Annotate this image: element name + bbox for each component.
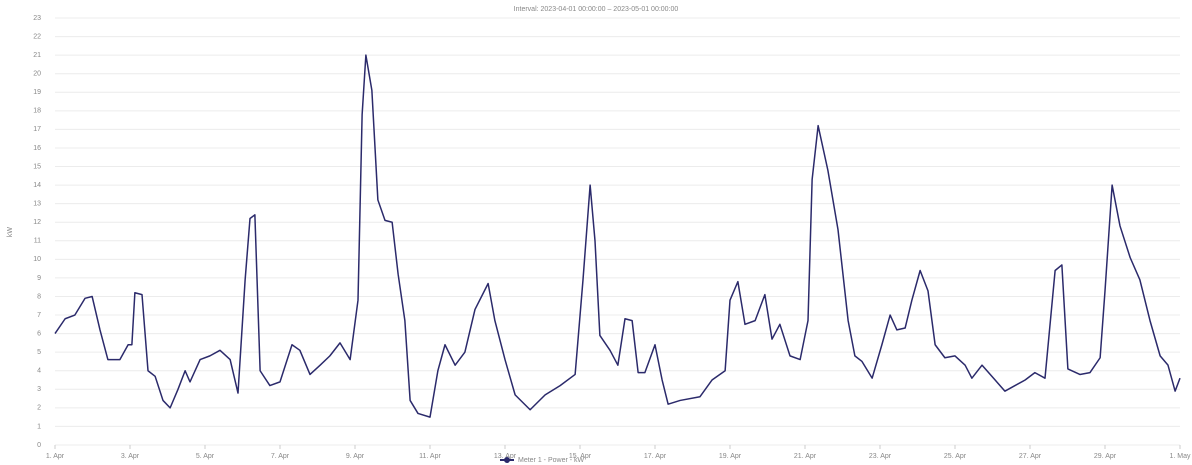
- y-tick-label: 22: [33, 33, 41, 40]
- x-tick-label: 15. Apr: [569, 453, 592, 460]
- legend-label: Meter 1 - Power - kW: [518, 457, 585, 464]
- x-tick-label: 9. Apr: [346, 453, 365, 460]
- x-tick-label: 3. Apr: [121, 453, 140, 460]
- y-tick-label: 18: [33, 108, 41, 115]
- y-tick-label: 5: [37, 349, 41, 356]
- y-tick-label: 16: [33, 145, 41, 152]
- y-tick-label: 9: [37, 275, 41, 282]
- y-tick-label: 10: [33, 256, 41, 263]
- x-tick-label: 11. Apr: [419, 453, 441, 460]
- legend-marker: [504, 457, 510, 463]
- y-tick-label: 17: [33, 126, 41, 133]
- y-tick-label: 23: [33, 15, 41, 22]
- y-tick-label: 12: [33, 219, 41, 226]
- y-tick-label: 19: [33, 89, 41, 96]
- y-tick-label: 20: [33, 71, 41, 78]
- y-tick-label: 13: [33, 200, 41, 207]
- y-tick-label: 21: [33, 52, 41, 59]
- y-tick-label: 14: [33, 182, 41, 189]
- y-tick-label: 6: [37, 330, 41, 337]
- y-tick-label: 7: [37, 312, 41, 319]
- x-tick-label: 1. May: [1169, 453, 1191, 460]
- x-tick-label: 5. Apr: [196, 453, 215, 460]
- chart-title: Interval: 2023-04-01 00:00:00 – 2023-05-…: [514, 6, 679, 13]
- y-tick-label: 2: [37, 405, 41, 412]
- y-tick-label: 0: [37, 442, 41, 449]
- x-tick-label: 21. Apr: [794, 453, 817, 460]
- x-tick-label: 25. Apr: [944, 453, 967, 460]
- y-tick-label: 1: [37, 423, 41, 430]
- y-axis-label: kW: [7, 227, 14, 238]
- y-tick-label: 4: [37, 368, 41, 375]
- y-tick-label: 11: [34, 238, 41, 245]
- x-tick-label: 29. Apr: [1094, 453, 1117, 460]
- x-tick-label: 23. Apr: [869, 453, 892, 460]
- x-tick-label: 27. Apr: [1019, 453, 1042, 460]
- x-tick-label: 19. Apr: [719, 453, 742, 460]
- y-tick-label: 8: [37, 293, 41, 300]
- y-tick-label: 15: [33, 163, 41, 170]
- x-tick-label: 13. Apr: [494, 453, 517, 460]
- line-series: [54, 54, 1181, 418]
- x-tick-label: 17. Apr: [644, 453, 667, 460]
- x-tick-label: 1. Apr: [46, 453, 65, 460]
- y-tick-label: 3: [37, 386, 41, 393]
- x-tick-label: 7. Apr: [271, 453, 290, 460]
